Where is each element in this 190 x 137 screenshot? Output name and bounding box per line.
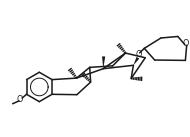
- Polygon shape: [133, 57, 139, 65]
- Text: O: O: [183, 39, 189, 48]
- Text: O: O: [17, 95, 23, 104]
- Polygon shape: [102, 56, 105, 69]
- Text: O: O: [136, 50, 142, 59]
